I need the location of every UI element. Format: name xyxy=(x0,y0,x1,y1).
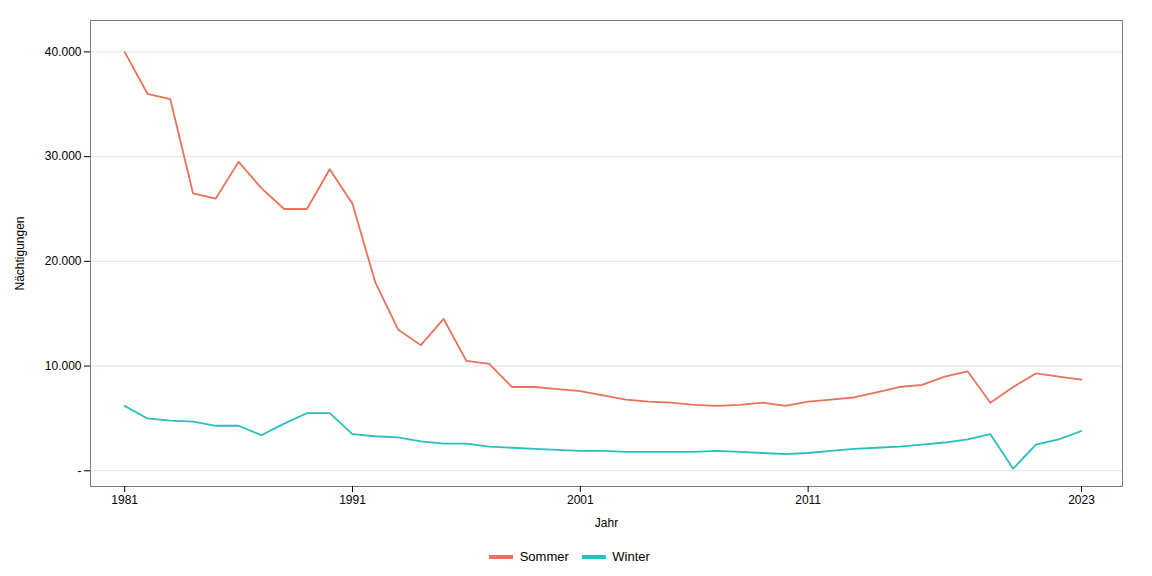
svg-text:2001: 2001 xyxy=(567,493,594,507)
svg-text:2011: 2011 xyxy=(795,493,821,507)
svg-text:Nächtigungen: Nächtigungen xyxy=(13,216,27,290)
svg-text:1991: 1991 xyxy=(339,493,366,507)
html-text:Winter: Winter xyxy=(612,549,650,564)
svg-text:1981: 1981 xyxy=(111,493,138,507)
html-text:Sommer: Sommer xyxy=(519,549,569,564)
svg-text:20.000: 20.000 xyxy=(45,254,82,268)
svg-text:10.000: 10.000 xyxy=(45,359,82,373)
svg-text:Jahr: Jahr xyxy=(595,516,618,530)
svg-text:-: - xyxy=(78,464,82,478)
svg-text:40.000: 40.000 xyxy=(45,45,82,59)
svg-text:2023: 2023 xyxy=(1068,493,1095,507)
svg-text:30.000: 30.000 xyxy=(45,149,82,163)
